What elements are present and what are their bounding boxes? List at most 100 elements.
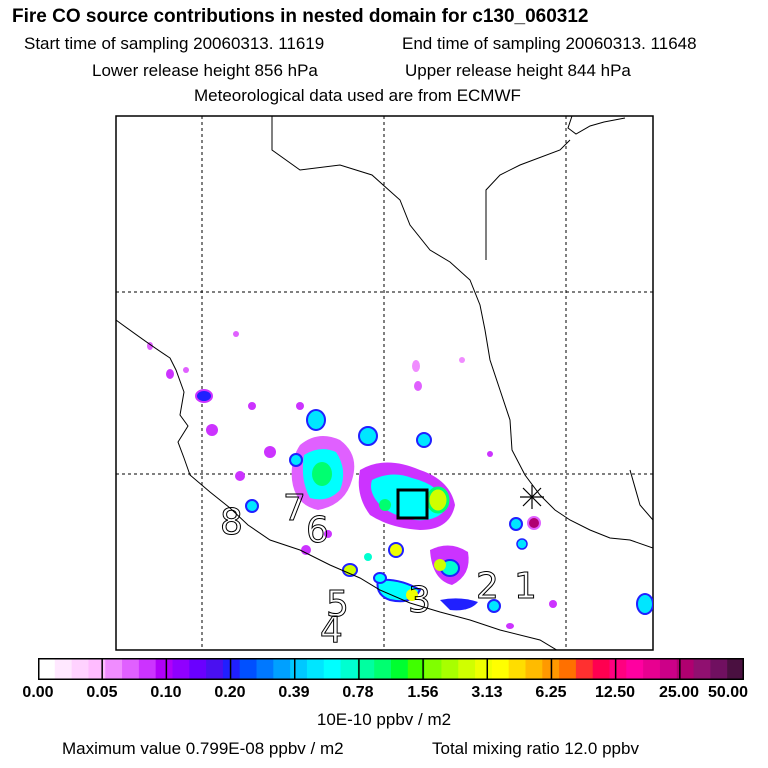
colorbar-swatch	[424, 658, 443, 680]
colorbar-swatch	[525, 658, 543, 680]
colorbar-swatch	[559, 658, 577, 680]
colorbar-tick: 12.50	[594, 684, 636, 701]
time-marker-8: 8	[220, 502, 243, 543]
plume-blob	[312, 462, 332, 486]
colorbar-swatch	[122, 658, 140, 680]
plume-blob	[388, 542, 404, 558]
plume-blob	[206, 424, 218, 436]
colorbar-tick: 0.05	[86, 684, 118, 701]
met-data-label: Meteorological data used are from ECMWF	[194, 86, 521, 105]
colorbar-tick: 1.56	[407, 684, 439, 701]
colorbar-swatch	[256, 658, 274, 680]
plume-blob	[412, 360, 420, 372]
time-marker-1: 1	[514, 566, 537, 607]
time-marker-3: 3	[408, 580, 431, 621]
end-time-label: End time of sampling 20060313. 11648	[402, 34, 697, 53]
colorbar-swatch	[508, 658, 527, 680]
colorbar-tick: 0.39	[278, 684, 310, 701]
plume-blob	[264, 446, 276, 458]
plume-blob	[324, 530, 332, 538]
colorbar-swatch	[475, 658, 493, 680]
plume-blob	[371, 474, 448, 521]
colorbar-swatch	[172, 658, 190, 680]
colorbar-swatch	[659, 658, 678, 680]
time-marker-5: 5	[326, 584, 349, 625]
plume-blob	[289, 453, 303, 467]
colorbar-swatch	[239, 658, 258, 680]
plume-blob	[487, 599, 501, 613]
plume-blob	[516, 538, 528, 550]
colorbar-swatch	[391, 658, 409, 680]
plume-blob	[549, 600, 557, 608]
colorbar-swatch	[88, 658, 106, 680]
colorbar-swatch	[626, 658, 644, 680]
plume-blob	[166, 369, 174, 379]
colorbar-swatch	[138, 658, 157, 680]
colorbar-swatch	[676, 658, 695, 680]
total-mixing-label: Total mixing ratio 12.0 ppbv	[432, 739, 639, 758]
plume-blob	[506, 623, 514, 629]
plume-blob	[301, 545, 311, 555]
colorbar-tick: 50.00	[707, 684, 749, 701]
colorbar-swatch	[155, 658, 174, 680]
plume-blob	[527, 516, 541, 530]
colorbar-swatch	[407, 658, 426, 680]
plume-blob	[426, 486, 450, 514]
colorbar-swatch	[727, 658, 745, 680]
receptor-star-icon	[520, 485, 544, 509]
colorbar-swatch	[609, 658, 627, 680]
upper-height-label: Upper release height 844 hPa	[405, 61, 631, 80]
plume-blob	[636, 593, 653, 615]
colorbar	[38, 658, 745, 680]
plume-blob	[233, 331, 239, 337]
plume-blob	[245, 499, 259, 513]
time-marker-2: 2	[476, 566, 499, 607]
time-markers: 8 7 6 5 4 3 2 1	[220, 488, 538, 651]
source-box	[396, 488, 429, 520]
colorbar-swatch	[273, 658, 291, 680]
colorbar-swatch	[374, 658, 392, 680]
colorbar-swatch	[340, 658, 358, 680]
plume-blob	[358, 426, 378, 446]
time-marker-4: 4	[320, 610, 343, 651]
time-marker-7: 7	[283, 488, 306, 529]
colorbar-swatch	[105, 658, 123, 680]
plume-blob	[248, 402, 256, 410]
time-marker-6: 6	[306, 510, 329, 551]
plume-blob	[364, 553, 372, 561]
plume-blob	[416, 432, 432, 448]
colorbar-swatch	[710, 658, 728, 680]
colorbar-swatch	[290, 658, 308, 680]
colorbar-swatch	[222, 658, 241, 680]
colorbar-swatch	[693, 658, 711, 680]
colorbar-swatch	[357, 658, 375, 680]
plume-blob	[459, 357, 465, 363]
colorbar-tick: 25.00	[658, 684, 700, 701]
plume-blob	[414, 381, 422, 391]
colorbar-border	[38, 658, 744, 680]
map-title: Fire CO source contributions in nested d…	[12, 6, 589, 27]
colorbar-swatch	[643, 658, 661, 680]
colorbar-swatch	[441, 658, 459, 680]
start-time-label: Start time of sampling 20060313. 11619	[24, 34, 325, 53]
colorbar-swatch	[54, 658, 73, 680]
colorbar-tick: 3.13	[471, 684, 503, 701]
colorbar-swatch	[575, 658, 594, 680]
colorbar-swatch	[71, 658, 90, 680]
lower-height-label: Lower release height 856 hPa	[92, 61, 318, 80]
plume-blob	[406, 589, 418, 601]
colorbar-units: 10E-10 ppbv / m2	[316, 710, 452, 729]
plume-blob	[306, 409, 326, 431]
coastline	[116, 116, 653, 650]
colorbar-tick: 0.10	[150, 684, 182, 701]
colorbar-swatch	[323, 658, 342, 680]
plume-blob	[379, 499, 391, 511]
colorbar-swatch	[491, 658, 510, 680]
colorbar-swatch	[458, 658, 476, 680]
colorbar-tick: 6.25	[535, 684, 567, 701]
colorbar-tick: 0.00	[22, 684, 54, 701]
colorbar-swatch	[206, 658, 224, 680]
colorbar-tick: 0.78	[342, 684, 374, 701]
lat-lon-grid	[116, 116, 653, 650]
